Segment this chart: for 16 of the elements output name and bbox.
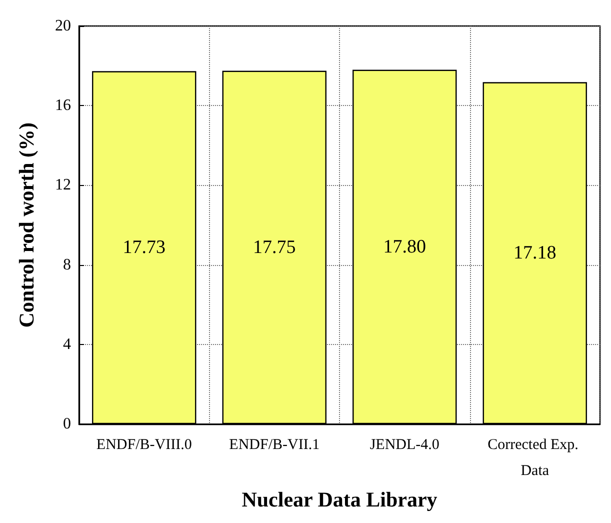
x-tick-label: ENDF/B-VII.1 xyxy=(229,437,320,454)
y-tick-label: 0 xyxy=(63,416,71,433)
data-label: 17.73 xyxy=(122,237,166,258)
x-tick-label: JENDL-4.0 xyxy=(370,437,440,454)
x-tick-label: ENDF/B-VIII.0 xyxy=(96,437,192,454)
x-tick-label: Corrected Exp. Data xyxy=(488,437,582,480)
y-tick-label: 20 xyxy=(55,18,71,34)
data-label: 17.18 xyxy=(514,242,556,264)
y-tick-label: 12 xyxy=(55,176,71,194)
data-label: 17.80 xyxy=(383,236,426,258)
data-label: 17.75 xyxy=(253,236,296,258)
y-axis-title: Control rod worth (%) xyxy=(14,122,38,328)
y-tick-label: 16 xyxy=(55,97,71,114)
x-axis-title: Nuclear Data Library xyxy=(242,488,438,512)
y-tick-label: 8 xyxy=(63,256,71,274)
y-tick-label: 4 xyxy=(63,336,71,353)
